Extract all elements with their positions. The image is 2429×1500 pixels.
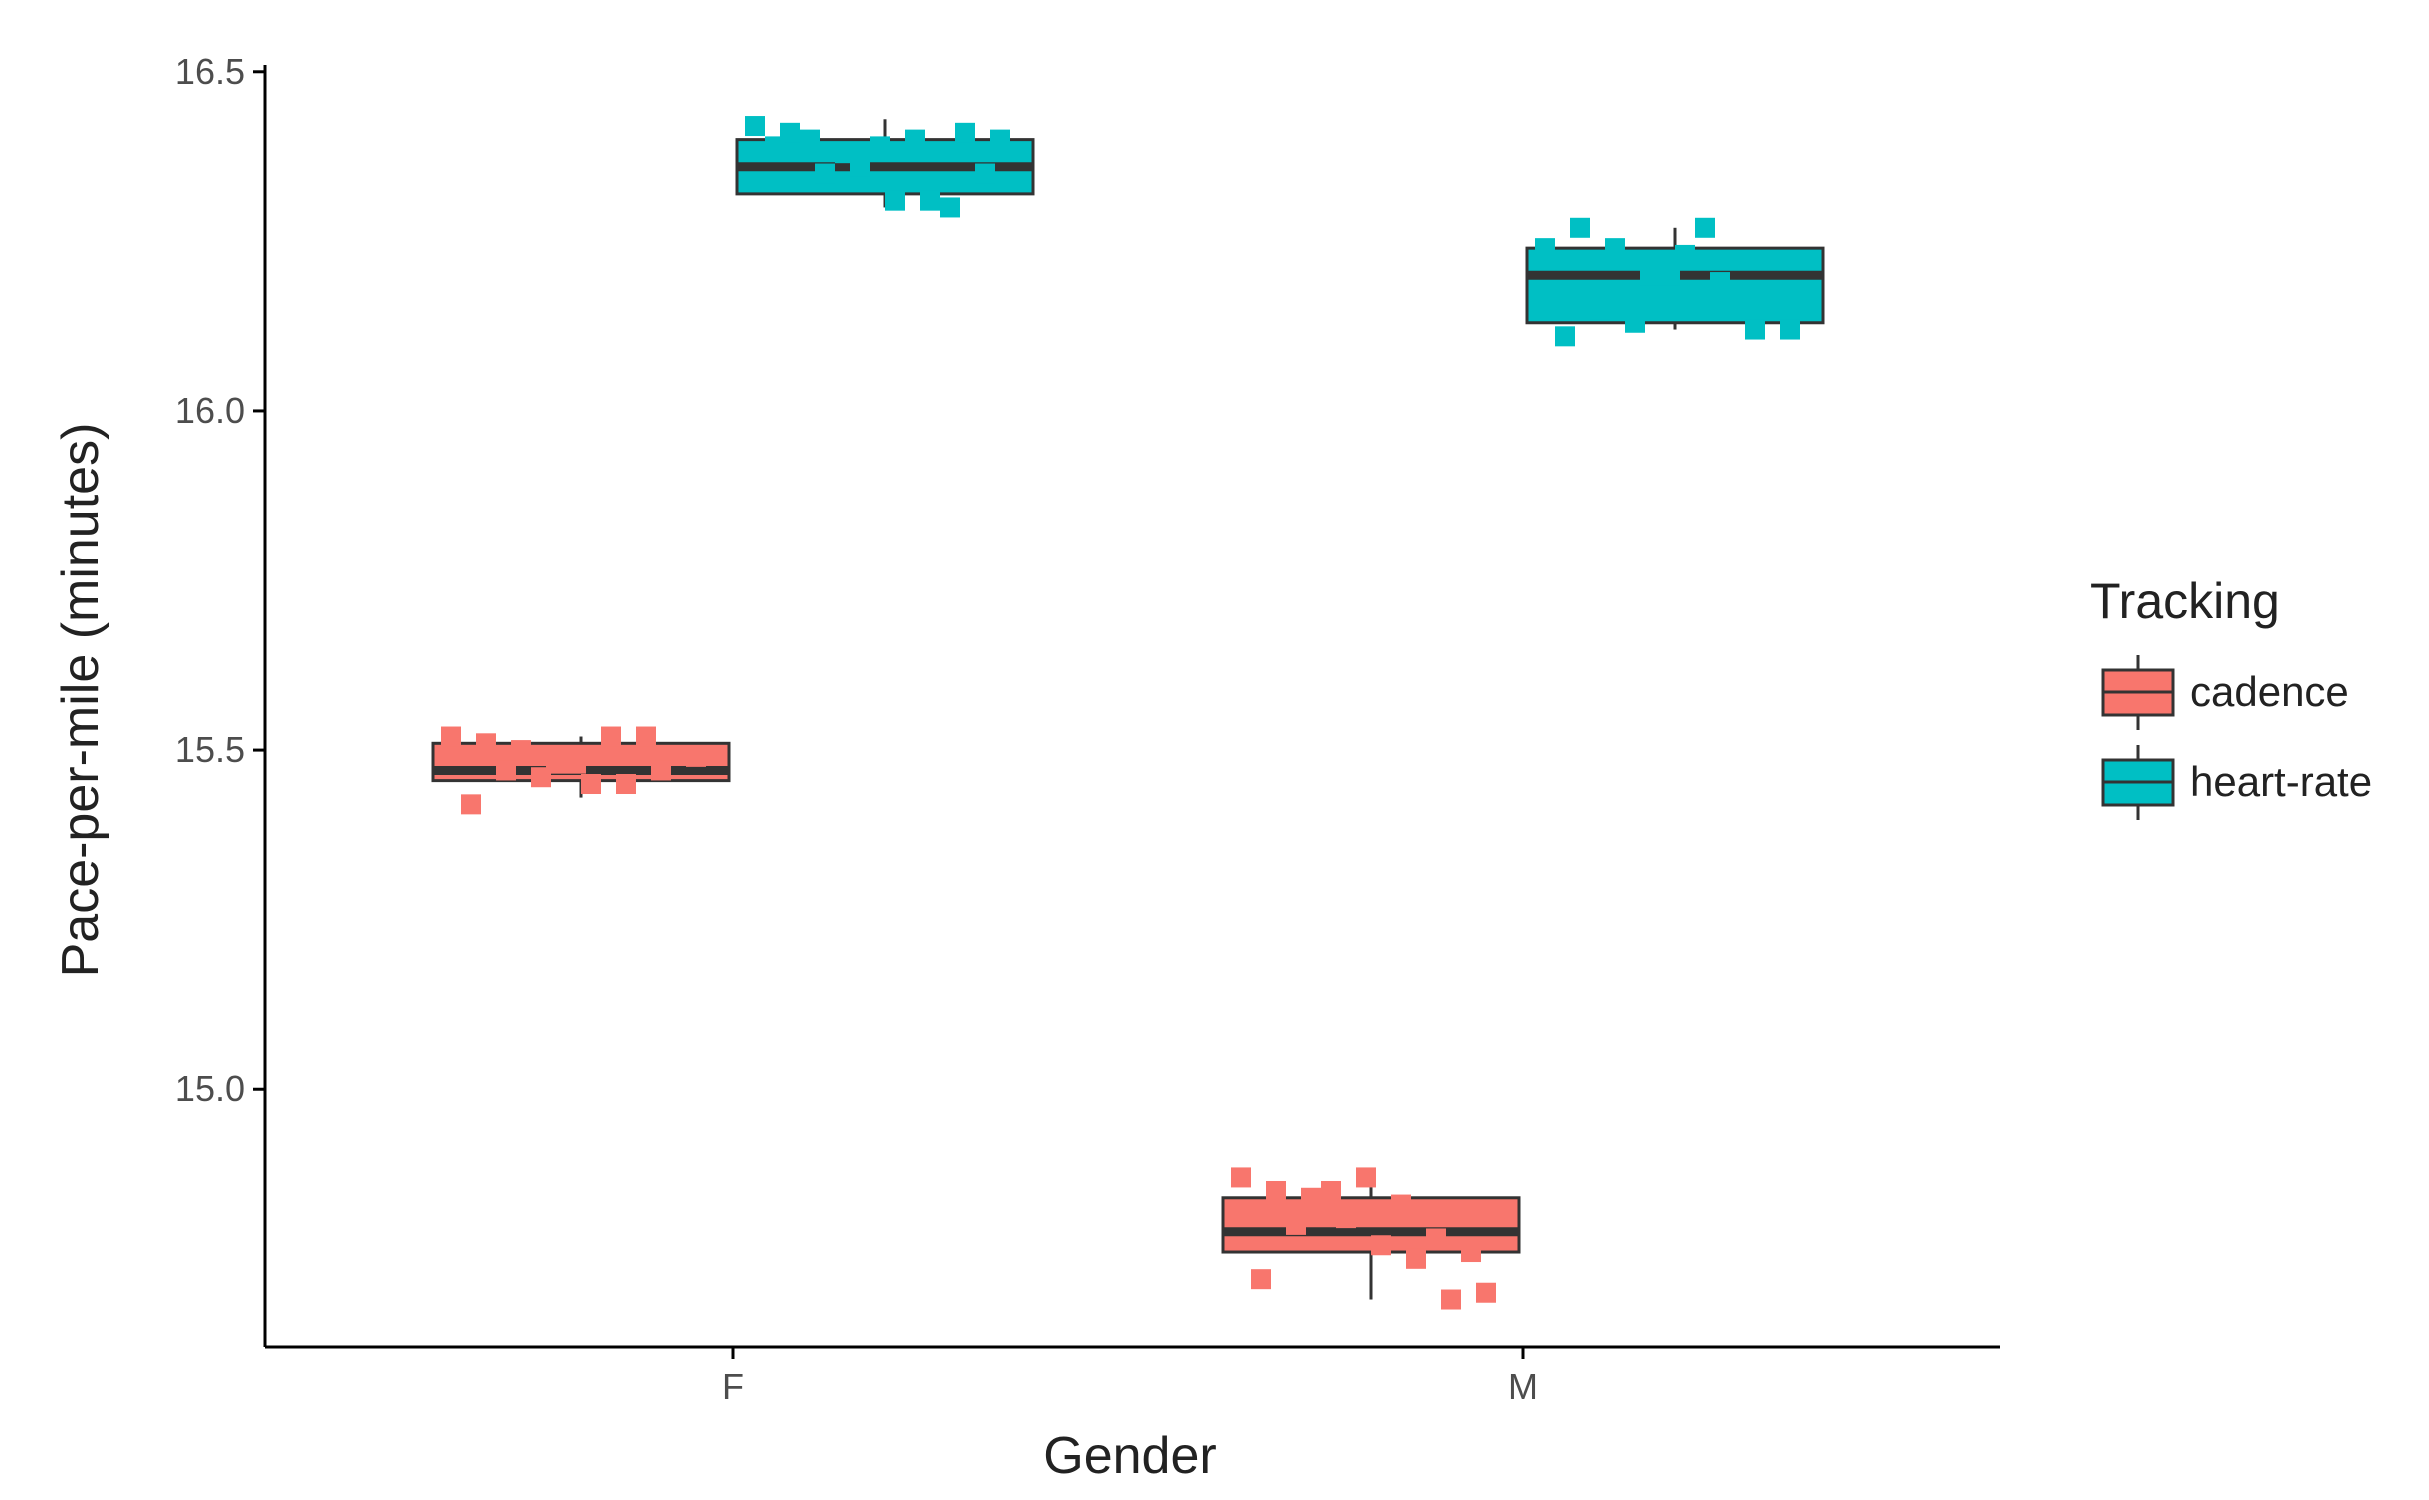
data-point bbox=[1321, 1180, 1341, 1201]
data-point bbox=[1301, 1187, 1321, 1208]
data-point bbox=[651, 760, 671, 781]
data-point bbox=[1695, 217, 1715, 238]
data-point bbox=[955, 122, 975, 143]
data-point bbox=[835, 143, 855, 164]
points-cadence-f bbox=[441, 726, 706, 815]
data-point bbox=[1640, 265, 1660, 286]
points-heart-rate-m bbox=[1535, 217, 1800, 347]
data-point bbox=[1251, 1269, 1271, 1290]
data-point bbox=[1231, 1167, 1251, 1188]
data-point bbox=[975, 163, 995, 184]
legend-title: Tracking bbox=[2090, 573, 2280, 629]
data-point bbox=[511, 740, 531, 761]
data-point bbox=[1476, 1282, 1496, 1303]
data-point bbox=[765, 136, 785, 157]
x-tick-label: F bbox=[722, 1366, 744, 1407]
data-point bbox=[476, 733, 496, 754]
data-point bbox=[1371, 1235, 1391, 1256]
plot-area bbox=[431, 116, 1825, 1310]
y-axis-ticks: 15.0 15.5 16.0 16.5 bbox=[175, 51, 265, 1109]
legend-label-cadence: cadence bbox=[2190, 668, 2349, 715]
data-point bbox=[686, 746, 706, 767]
data-point bbox=[815, 163, 835, 184]
data-point bbox=[601, 726, 621, 747]
data-point bbox=[1406, 1248, 1426, 1269]
data-point bbox=[1710, 272, 1730, 293]
data-point bbox=[461, 794, 481, 815]
data-point bbox=[1625, 312, 1645, 333]
data-point bbox=[1780, 319, 1800, 340]
y-tick-label: 16.0 bbox=[175, 390, 245, 431]
data-point bbox=[1391, 1194, 1411, 1215]
data-point bbox=[870, 136, 890, 157]
data-point bbox=[1535, 238, 1555, 259]
data-point bbox=[940, 197, 960, 218]
data-point bbox=[1675, 244, 1695, 265]
legend: Tracking cadence heart-rate bbox=[2090, 573, 2372, 820]
data-point bbox=[1555, 326, 1575, 347]
data-point bbox=[800, 129, 820, 150]
y-axis-title: Pace-per-mile (minutes) bbox=[52, 423, 110, 978]
data-point bbox=[905, 129, 925, 150]
points-cadence-m bbox=[1231, 1167, 1496, 1310]
data-point bbox=[920, 190, 940, 211]
data-point bbox=[581, 774, 601, 795]
data-point bbox=[1336, 1208, 1356, 1229]
points-heart-rate-f bbox=[745, 116, 1010, 218]
data-point bbox=[1441, 1289, 1461, 1310]
data-point bbox=[1660, 265, 1680, 286]
x-tick-label: M bbox=[1508, 1366, 1538, 1407]
legend-key-heart-rate bbox=[2101, 745, 2175, 820]
data-point bbox=[531, 767, 551, 788]
data-point bbox=[566, 753, 586, 774]
data-point bbox=[885, 190, 905, 211]
data-point bbox=[441, 726, 461, 747]
data-point bbox=[1605, 238, 1625, 259]
data-point bbox=[1356, 1167, 1376, 1188]
data-point bbox=[990, 129, 1010, 150]
y-tick-label: 15.0 bbox=[175, 1068, 245, 1109]
data-point bbox=[616, 774, 636, 795]
data-point bbox=[1426, 1228, 1446, 1249]
y-tick-label: 15.5 bbox=[175, 729, 245, 770]
data-point bbox=[496, 760, 516, 781]
data-point bbox=[745, 116, 765, 137]
data-point bbox=[636, 726, 656, 747]
x-axis-title: Gender bbox=[1043, 1427, 1216, 1485]
legend-key-cadence bbox=[2101, 655, 2175, 730]
data-point bbox=[1590, 299, 1610, 320]
data-point bbox=[1266, 1180, 1286, 1201]
y-tick-label: 16.5 bbox=[175, 51, 245, 92]
legend-label-heart-rate: heart-rate bbox=[2190, 758, 2372, 805]
data-point bbox=[1745, 319, 1765, 340]
data-point bbox=[1570, 217, 1590, 238]
data-point bbox=[1461, 1242, 1481, 1263]
data-point bbox=[1286, 1214, 1306, 1235]
